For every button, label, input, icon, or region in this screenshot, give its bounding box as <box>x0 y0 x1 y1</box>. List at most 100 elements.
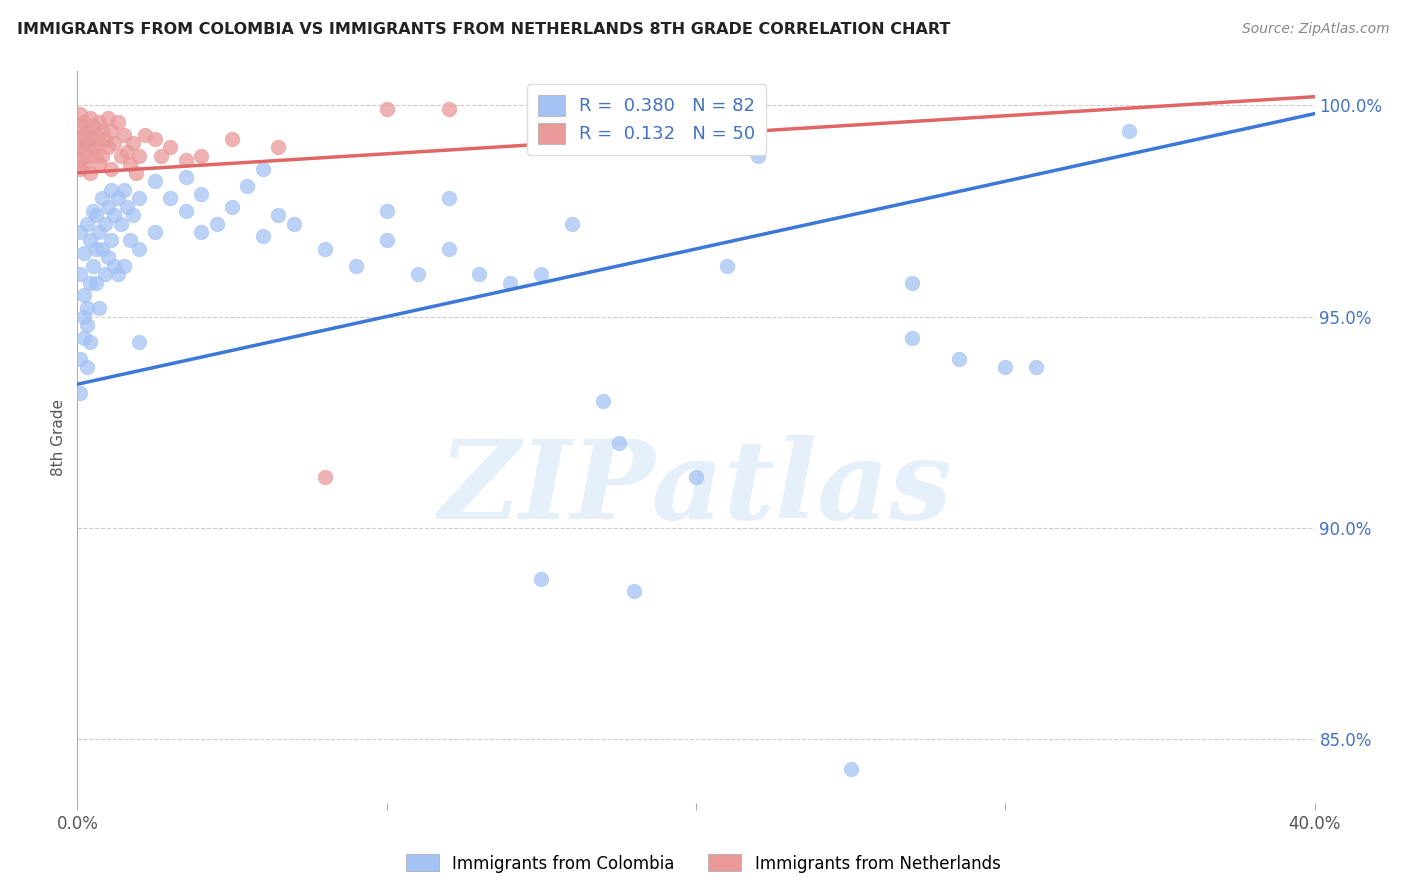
Point <box>72 145 94 159</box>
Point <box>84 276 107 290</box>
Point <box>252 161 274 176</box>
Point <box>97 200 120 214</box>
Point <box>115 200 138 214</box>
Legend: Immigrants from Colombia, Immigrants from Netherlands: Immigrants from Colombia, Immigrants fro… <box>399 847 1007 880</box>
Point <box>79 234 101 248</box>
Point <box>283 217 305 231</box>
Point <box>87 301 110 315</box>
Point <box>91 242 114 256</box>
Point <box>100 234 122 248</box>
Point <box>112 183 135 197</box>
Point <box>128 334 150 349</box>
Point <box>91 149 114 163</box>
Point <box>128 149 150 163</box>
Point <box>69 161 91 176</box>
Point <box>94 268 117 282</box>
Point <box>174 203 197 218</box>
Point <box>82 203 104 218</box>
Point <box>72 331 94 345</box>
Point <box>94 217 117 231</box>
Point <box>84 208 107 222</box>
Point <box>87 115 110 129</box>
Point <box>97 111 120 125</box>
Point <box>87 157 110 171</box>
Point <box>205 217 228 231</box>
Point <box>103 136 125 151</box>
Point <box>76 136 98 151</box>
Point <box>1118 123 1140 137</box>
Point <box>143 174 166 188</box>
Point <box>100 123 122 137</box>
Point <box>267 140 290 154</box>
Point <box>76 301 98 315</box>
Point <box>76 149 98 163</box>
Point <box>69 120 91 134</box>
Point <box>375 234 398 248</box>
Point <box>901 276 924 290</box>
Point <box>76 123 98 137</box>
Point <box>221 132 243 146</box>
Point <box>190 225 212 239</box>
Point <box>143 132 166 146</box>
Point <box>115 145 138 159</box>
Point <box>84 242 107 256</box>
Point <box>69 153 91 168</box>
Point <box>79 132 101 146</box>
Point <box>344 259 367 273</box>
Point <box>1025 360 1047 375</box>
Point <box>190 186 212 201</box>
Point <box>84 128 107 142</box>
Point <box>190 149 212 163</box>
Point <box>174 169 197 184</box>
Point <box>118 157 141 171</box>
Point <box>97 140 120 154</box>
Point <box>72 288 94 302</box>
Point <box>159 140 181 154</box>
Point <box>530 572 553 586</box>
Point <box>623 584 645 599</box>
Point <box>685 470 707 484</box>
Point <box>267 208 290 222</box>
Point <box>112 128 135 142</box>
Point <box>747 149 769 163</box>
Point <box>406 268 429 282</box>
Point <box>107 191 129 205</box>
Point <box>134 128 156 142</box>
Point <box>592 394 614 409</box>
Point <box>437 103 460 117</box>
Point <box>69 268 91 282</box>
Point <box>994 360 1017 375</box>
Point <box>72 246 94 260</box>
Y-axis label: 8th Grade: 8th Grade <box>51 399 66 475</box>
Point <box>91 123 114 137</box>
Point <box>69 351 91 366</box>
Point <box>839 762 862 776</box>
Point <box>82 140 104 154</box>
Point <box>530 268 553 282</box>
Point <box>79 334 101 349</box>
Point <box>561 217 583 231</box>
Text: IMMIGRANTS FROM COLOMBIA VS IMMIGRANTS FROM NETHERLANDS 8TH GRADE CORRELATION CH: IMMIGRANTS FROM COLOMBIA VS IMMIGRANTS F… <box>17 22 950 37</box>
Point <box>97 251 120 265</box>
Point <box>69 106 91 120</box>
Point <box>901 331 924 345</box>
Point <box>82 120 104 134</box>
Text: ZIPatlas: ZIPatlas <box>439 434 953 542</box>
Point <box>110 217 132 231</box>
Point <box>76 360 98 375</box>
Point <box>174 153 197 168</box>
Point <box>69 385 91 400</box>
Point <box>468 268 491 282</box>
Point <box>118 234 141 248</box>
Point <box>128 191 150 205</box>
Point <box>76 217 98 231</box>
Point <box>948 351 970 366</box>
Point <box>499 276 522 290</box>
Point <box>236 178 259 193</box>
Point <box>437 191 460 205</box>
Point <box>252 229 274 244</box>
Point <box>72 157 94 171</box>
Legend: R =  0.380   N = 82, R =  0.132   N = 50: R = 0.380 N = 82, R = 0.132 N = 50 <box>527 84 766 154</box>
Point <box>69 132 91 146</box>
Point <box>79 166 101 180</box>
